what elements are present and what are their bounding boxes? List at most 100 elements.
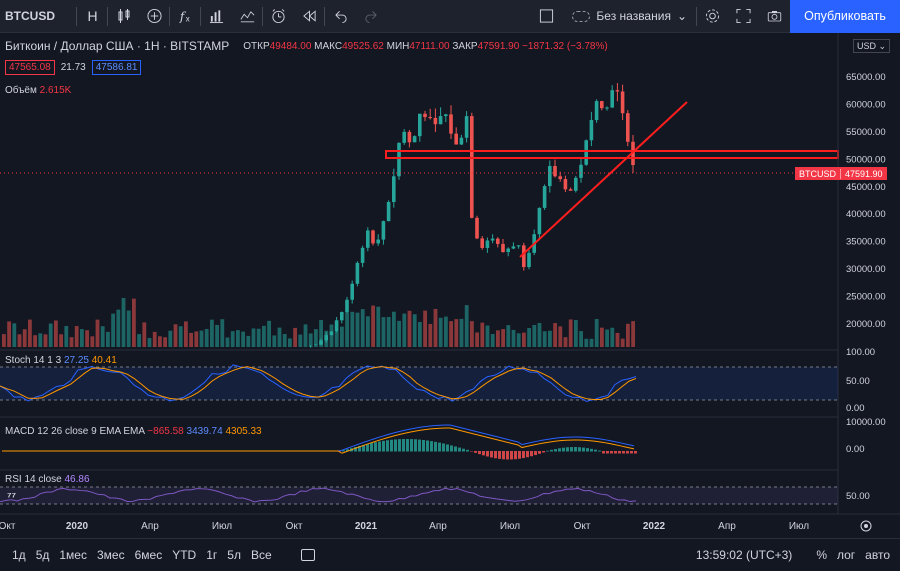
volume-bar	[490, 333, 495, 347]
publish-button[interactable]: Опубликовать	[790, 0, 900, 33]
macd-hist-bar	[362, 444, 365, 452]
currency-selector[interactable]: USD ⌄	[853, 39, 891, 53]
snapshot-camera-icon[interactable]	[759, 0, 790, 33]
price-axis[interactable]: 65000.00 60000.00 55000.00 50000.00 45000.00…	[846, 72, 886, 330]
volume-bar	[496, 330, 500, 347]
log-toggle[interactable]: лог	[836, 548, 856, 562]
undo-icon[interactable]	[325, 0, 356, 33]
macd-hist-bar	[526, 451, 529, 458]
macd-hist-bar	[414, 439, 417, 452]
volume-bar	[12, 323, 17, 347]
range-1y[interactable]: 1г	[206, 548, 218, 562]
time-axis[interactable]: Окт 2020 Апр Июл Окт 2021 Апр Июл Окт 2022 Апр Июл	[0, 521, 809, 532]
price-tick-label: 30000.00	[846, 264, 886, 275]
volume-bar	[54, 320, 58, 347]
clock-time[interactable]: 13:59:02 (UTC+3)	[695, 548, 793, 562]
horizontal-rectangle-drawing[interactable]	[385, 150, 839, 159]
volume-bar	[397, 320, 401, 347]
macd-hist-bar	[542, 451, 545, 453]
templates-icon[interactable]	[201, 0, 232, 33]
macd-legend[interactable]: MACD 12 26 close 9 EMA EMA −865.58 3439.…	[5, 426, 262, 437]
high-value: 49525.62	[342, 40, 384, 52]
bottom-toolbar: 1д 5д 1мес 3мес 6мес YTD 1г 5л Все 13:59…	[0, 538, 900, 571]
trendline-drawing[interactable]	[519, 101, 688, 258]
ask-pill[interactable]: 47586.81	[91, 60, 142, 75]
time-tick-label: Апр	[718, 521, 736, 532]
indicator-tick-label: 100.00	[846, 347, 875, 358]
volume-bar	[106, 331, 110, 347]
redo-icon[interactable]	[356, 0, 387, 33]
range-6m[interactable]: 6мес	[134, 548, 163, 562]
candle-body	[464, 116, 469, 138]
rsi-legend[interactable]: RSI 14 close 46.86	[5, 474, 90, 485]
candle-body	[615, 90, 620, 92]
candle-body	[558, 176, 562, 180]
volume-bar	[168, 330, 173, 347]
stoch-band	[0, 367, 838, 400]
volume-bar	[532, 324, 537, 347]
volume-bar	[553, 323, 557, 347]
settings-gear-icon[interactable]	[697, 0, 728, 33]
range-all[interactable]: Все	[250, 548, 272, 562]
macd-hist-bar	[354, 447, 357, 452]
volume-bar	[350, 311, 355, 347]
calendar-icon[interactable]	[300, 549, 315, 561]
volume-bar	[59, 334, 63, 347]
candle-body	[407, 131, 412, 143]
low-value: 47111.00	[409, 40, 450, 52]
range-ytd[interactable]: YTD	[172, 548, 197, 562]
candles-icon[interactable]	[108, 0, 139, 33]
volume-bar	[158, 336, 162, 347]
volume-bar	[464, 305, 469, 347]
stoch-legend[interactable]: Stoch 14 1 3 27.25 40.41	[5, 355, 117, 366]
interval-button[interactable]: H	[77, 0, 108, 33]
price-tick-label: 20000.00	[846, 319, 886, 330]
rsi-value: 46.86	[64, 474, 90, 485]
svg-text:x: x	[186, 15, 191, 24]
macd-hist-bar	[410, 439, 413, 452]
close-value: 47591.90	[477, 40, 520, 52]
volume-bar	[563, 337, 568, 347]
macd-signal-value: 4305.33	[225, 426, 262, 437]
price-tick-label: 60000.00	[846, 99, 886, 110]
candle-body	[438, 116, 443, 125]
layout-select-icon[interactable]	[531, 0, 562, 33]
volume-bar	[475, 332, 479, 347]
macd-hist-bar	[626, 451, 629, 454]
macd-hist-bar	[502, 451, 505, 460]
range-1d[interactable]: 1д	[12, 548, 26, 562]
macd-hist-bar	[622, 451, 625, 454]
range-5y[interactable]: 5л	[227, 548, 241, 562]
auto-toggle[interactable]: авто	[865, 548, 890, 562]
percent-toggle[interactable]: %	[816, 548, 827, 562]
chart-compare-icon[interactable]	[232, 0, 263, 33]
macd-label: MACD 12 26 close 9 EMA EMA	[5, 426, 145, 437]
currency-label: USD	[857, 41, 877, 51]
symbol-search-button[interactable]: BTCUSD	[0, 0, 77, 33]
replay-icon[interactable]	[294, 0, 325, 33]
volume-bar	[314, 329, 318, 347]
range-5d[interactable]: 5д	[35, 548, 50, 562]
macd-hist-bar	[534, 451, 537, 456]
range-3m[interactable]: 3мес	[96, 548, 125, 562]
volume-bar	[38, 333, 43, 347]
macd-hist-bar	[346, 449, 349, 452]
candle-body	[527, 252, 531, 268]
fullscreen-icon[interactable]	[728, 0, 759, 33]
volume-legend: Объём 2.615K	[5, 85, 71, 96]
layout-name-button[interactable]: Без названия ⌄	[562, 0, 697, 33]
tradingview-logo-icon[interactable]: ⁷⁷	[7, 491, 17, 503]
symbol-title[interactable]: Биткоин / Доллар США · 1H · BITSTAMP	[5, 39, 230, 53]
time-axis-settings-icon[interactable]	[860, 520, 872, 532]
chart-canvas[interactable]: 65000.00 60000.00 55000.00 50000.00 45000.00…	[0, 33, 900, 538]
change-value: −1871.32 (−3.78%)	[522, 40, 608, 52]
range-1m[interactable]: 1мес	[59, 548, 87, 562]
compare-add-icon[interactable]	[139, 0, 170, 33]
bid-pill[interactable]: 47565.08	[5, 60, 55, 75]
alert-clock-icon[interactable]	[263, 0, 294, 33]
macd-hist-bar	[522, 451, 525, 459]
volume-bar	[246, 335, 251, 347]
macd-hist-bar	[498, 451, 501, 459]
close-label: ЗАКР	[452, 40, 478, 52]
